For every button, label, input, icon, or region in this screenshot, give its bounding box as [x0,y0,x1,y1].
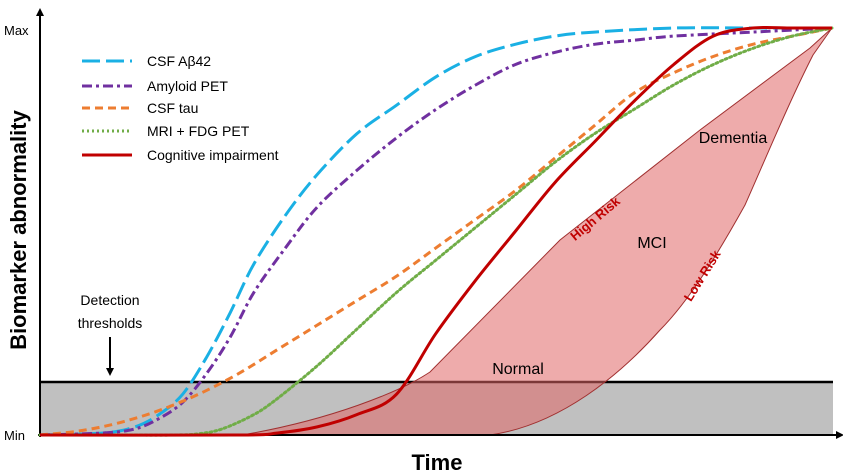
legend-label-csf-abeta42: CSF Aβ42 [147,53,211,69]
detection-thresholds-label-line2: thresholds [78,315,143,331]
y-axis-label: Biomarker abnormality [6,109,31,349]
series-csf-abeta42 [39,26,832,437]
region-label-dementia: Dementia [699,130,768,147]
y-tick-min: Min [4,428,25,443]
legend-label-cognitive-impairment: Cognitive impairment [147,147,279,163]
legend-label-csf-tau: CSF tau [147,100,198,116]
series-layer [38,25,834,437]
series-mri-fdg-pet [38,26,834,437]
region-label-mci: MCI [637,235,666,252]
series-csf-tau [39,26,833,437]
region-label-normal: Normal [492,361,544,378]
mci-band [241,27,833,436]
series-amyloid-pet [39,26,833,437]
x-axis-label: Time [412,450,463,475]
series-cognitive-impairment [39,25,832,437]
detection-thresholds-label-line1: Detection [80,292,139,308]
legend: CSF Aβ42 Amyloid PET CSF tau MRI + FDG P… [82,53,279,163]
legend-label-amyloid-pet: Amyloid PET [147,78,228,94]
legend-label-mri-fdg-pet: MRI + FDG PET [147,123,250,139]
y-tick-max: Max [4,23,29,38]
